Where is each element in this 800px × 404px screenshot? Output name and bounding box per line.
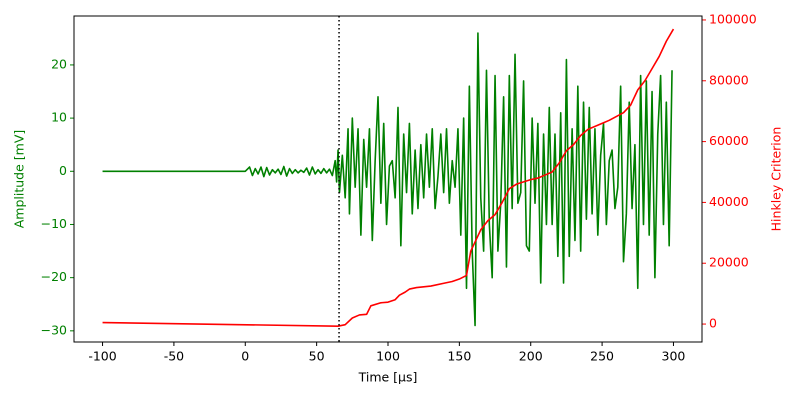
y2-axis-label: Hinkley Criterion [769,127,784,232]
y-tick-label: −10 [41,216,67,231]
y2-tick-label: 40000 [709,194,749,209]
x-tick-label: 200 [519,349,543,364]
y2-tick-label: 20000 [709,255,749,270]
y-tick-label: −30 [41,322,67,337]
x-axis-label: Time [µs] [358,370,418,385]
y2-tick-label: 100000 [709,11,757,26]
y-tick-label: 0 [59,163,67,178]
y-tick-label: 20 [51,56,67,71]
series-line [102,28,675,327]
y-tick-label: −20 [41,269,67,284]
x-tick-label: -100 [88,349,116,364]
x-tick-label: 150 [447,349,471,364]
x-tick-label: 300 [662,349,686,364]
x-tick-label: 0 [241,349,249,364]
x-tick-label: 250 [590,349,614,364]
x-tick-label: 100 [376,349,400,364]
y2-tick-label: 60000 [709,133,749,148]
x-tick-label: -50 [164,349,184,364]
y2-tick-label: 80000 [709,72,749,87]
y2-tick-label: 0 [709,316,717,331]
series-line [102,32,673,327]
y-axis-label: Amplitude [mV] [12,130,27,229]
x-tick-label: 50 [309,349,325,364]
y-tick-label: 10 [51,110,67,125]
plot-frame [73,15,703,343]
